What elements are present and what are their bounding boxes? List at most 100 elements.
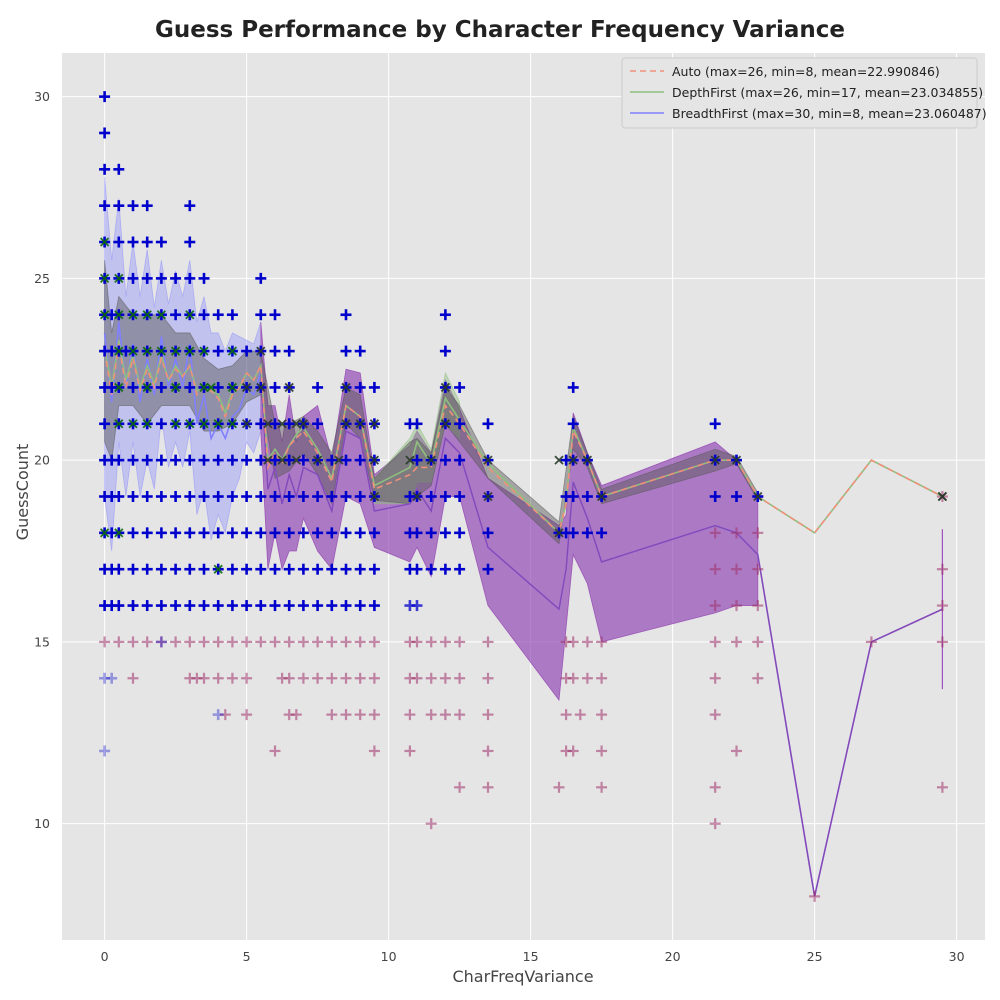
auto-point	[404, 709, 416, 721]
breadthfirst-point	[454, 563, 466, 575]
auto-point	[241, 709, 253, 721]
legend-entry-auto: Auto (max=26, min=8, mean=22.990846)	[672, 64, 940, 79]
breadthfirst-point	[212, 600, 224, 612]
breadthfirst-point	[184, 527, 196, 539]
breadthfirst-point	[155, 236, 167, 248]
breadthfirst-point	[269, 381, 281, 393]
breadthfirst-point	[170, 272, 182, 284]
breadthfirst-point	[269, 345, 281, 357]
legend-entry-breadthfirst: BreadthFirst (max=30, min=8, mean=23.060…	[672, 106, 987, 121]
depthfirst-point-b	[170, 382, 181, 393]
x-tick-label: 15	[523, 949, 539, 964]
depthfirst-point	[114, 528, 124, 538]
y-axis-label: GuessCount	[13, 444, 32, 541]
depthfirst-point-b	[185, 310, 195, 320]
breadthfirst-point	[354, 527, 366, 539]
depthfirst-point-b	[99, 273, 110, 284]
auto-point	[354, 709, 366, 721]
breadthfirst-overlap-line	[260, 372, 943, 897]
breadthfirst-point	[368, 527, 380, 539]
auto-point	[731, 600, 742, 612]
breadthfirst-point	[454, 491, 466, 502]
breadthfirst-point	[184, 200, 196, 212]
breadthfirst-point	[297, 563, 309, 575]
depthfirst-point-b	[596, 491, 607, 502]
depthfirst-point-b	[426, 455, 436, 465]
auto-point	[312, 636, 324, 648]
breadthfirst-point	[439, 309, 451, 321]
y-tick-label: 15	[34, 634, 50, 649]
breadthfirst-point	[226, 491, 238, 502]
depthfirst-point	[128, 310, 138, 320]
depthfirst-point-b	[142, 310, 152, 320]
auto-point	[709, 527, 721, 539]
depthfirst-point-b	[227, 419, 238, 429]
depthfirst-point-b	[753, 491, 763, 502]
breadthfirst-point	[99, 745, 111, 757]
depthfirst-point-b	[185, 346, 195, 356]
auto-point	[752, 672, 764, 684]
depthfirst-point-b	[256, 346, 266, 356]
breadthfirst-point	[198, 309, 210, 321]
depthfirst-point-b	[277, 455, 287, 465]
depthfirst-point-b	[128, 346, 138, 356]
breadthfirst-point	[184, 236, 196, 248]
auto-point	[212, 672, 224, 684]
breadthfirst-point	[269, 418, 281, 430]
breadthfirst-point	[170, 491, 182, 502]
auto-point	[596, 781, 608, 793]
depthfirst-point	[199, 346, 209, 356]
auto-point	[290, 709, 302, 721]
depthfirst-point-b	[114, 382, 124, 393]
legend-box	[621, 57, 978, 129]
breadthfirst-point	[340, 527, 352, 539]
breadthfirst-point	[241, 600, 253, 612]
x-tick-label: 30	[949, 949, 965, 964]
depthfirst-point	[99, 273, 110, 284]
breadthfirst-point	[255, 418, 267, 430]
depthfirst-point	[426, 455, 436, 465]
auto-point	[354, 672, 366, 684]
auto-point	[454, 636, 466, 648]
breadthfirst-point	[255, 309, 267, 321]
depthfirst-point	[99, 528, 110, 538]
auto-point	[297, 672, 309, 684]
breadthfirst-point	[127, 454, 139, 466]
auto-point	[553, 781, 565, 793]
depthfirst-point-b	[554, 455, 564, 465]
depthfirst-point	[369, 419, 380, 429]
breadthfirst-point	[326, 563, 338, 575]
depthfirst-point-b	[142, 382, 152, 393]
depthfirst-point	[142, 310, 152, 320]
breadthfirst-point	[269, 454, 281, 466]
depthfirst-point-b	[355, 419, 365, 429]
depthfirst-point-b	[483, 455, 493, 465]
depthfirst-point-b	[114, 310, 124, 320]
auto-point	[752, 563, 764, 575]
breadthfirst-point	[226, 309, 238, 321]
breadthfirst-point	[127, 381, 139, 393]
breadthfirst-point	[340, 600, 352, 612]
y-tick-label: 25	[34, 271, 50, 286]
breadthfirst-point	[127, 491, 139, 502]
auto-point	[326, 672, 338, 684]
breadthfirst-point	[226, 527, 238, 539]
breadthfirst-point	[113, 491, 125, 502]
depthfirst-point	[334, 455, 344, 465]
depthfirst-point-b	[710, 455, 720, 465]
depthfirst-point-b	[213, 564, 223, 574]
breadthfirst-point	[596, 527, 608, 539]
breadthfirst-point	[141, 454, 153, 466]
breadthfirst-point	[113, 236, 125, 248]
breadthfirst-point	[269, 600, 281, 612]
auto-point	[752, 527, 764, 539]
depthfirst-point	[405, 455, 415, 465]
depthfirst-point	[199, 382, 209, 393]
auto-point	[340, 709, 352, 721]
breadthfirst-point	[212, 309, 224, 321]
depthfirst-point	[710, 455, 720, 465]
breadthfirst-point	[141, 527, 153, 539]
breadthfirst-point	[326, 491, 338, 502]
depthfirst-point	[156, 310, 167, 320]
breadthfirst-point	[198, 600, 210, 612]
